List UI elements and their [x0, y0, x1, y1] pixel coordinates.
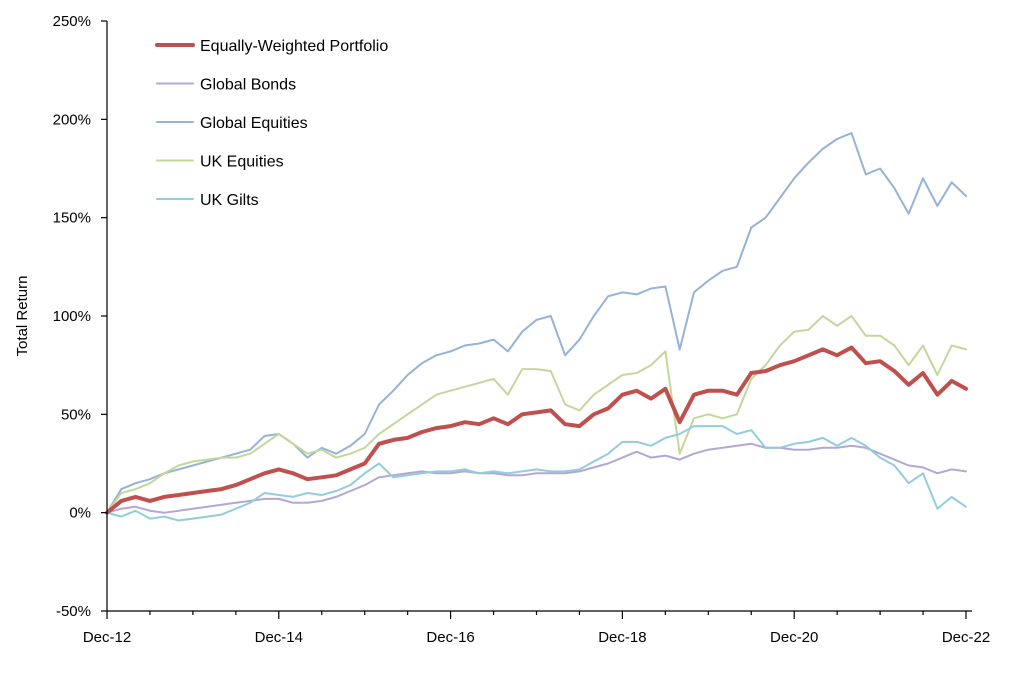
y-tick-label: 0%: [69, 505, 91, 522]
x-tick-label: Dec-20: [770, 629, 818, 646]
series-line-equally-weighted-portfolio: [105, 345, 968, 515]
series-lines: [105, 132, 968, 522]
y-tick-label: 150%: [53, 210, 91, 227]
y-tick-label: -50%: [56, 603, 91, 620]
legend: Equally-Weighted Portfolio Global Bonds Gl…: [155, 38, 388, 209]
y-tick-label: 50%: [61, 406, 91, 423]
x-tick-label: Dec-18: [598, 629, 646, 646]
legend-label: Equally-Weighted Portfolio: [200, 38, 388, 55]
series-line-global-equities: [106, 132, 967, 514]
series-line-uk-equities: [106, 315, 967, 514]
y-axis-title: Total Return: [14, 276, 31, 357]
legend-label: UK Equities: [200, 154, 284, 171]
legend-label: UK Gilts: [200, 192, 259, 209]
series-line-uk-gilts: [106, 425, 967, 522]
axes: [106, 21, 972, 612]
legend-label: Global Equities: [200, 115, 308, 132]
y-tick-label: 100%: [53, 308, 91, 325]
y-tick-label: 200%: [53, 111, 91, 128]
x-tick-label: Dec-16: [426, 629, 474, 646]
legend-label: Global Bonds: [200, 77, 296, 94]
y-tick-label: 250%: [53, 13, 91, 30]
x-tick-label: Dec-14: [255, 629, 303, 646]
x-tick-label: Dec-12: [83, 629, 131, 646]
x-tick-label: Dec-22: [942, 629, 990, 646]
y-axis-ticks: -50% 0% 50% 100% 150% 200% 250%: [53, 13, 107, 620]
x-axis-ticks: Dec-12 Dec-14 Dec-16 Dec-18 Dec-20 Dec-22: [83, 611, 990, 646]
series-line-global-bonds: [106, 442, 967, 514]
